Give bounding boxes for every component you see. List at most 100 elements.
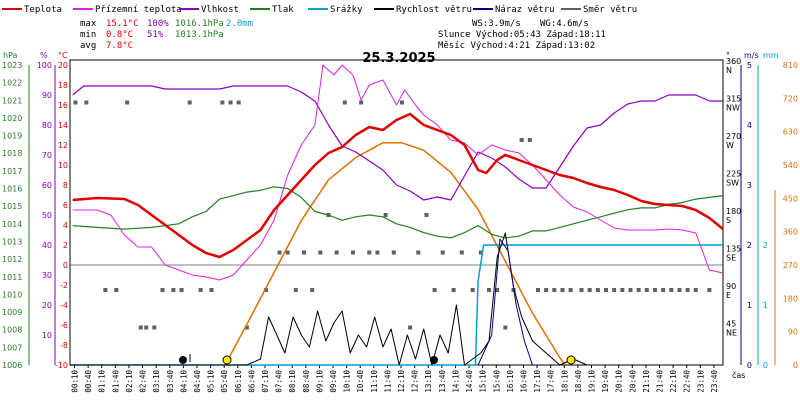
y-tick-pct: 30 [42, 271, 52, 280]
wind-dir-point [470, 288, 475, 292]
moonrise-icon [179, 356, 187, 364]
y-tick-pct: 70 [42, 151, 52, 160]
y-tick-solar: 720 [783, 94, 798, 103]
wind-dir-point [310, 288, 315, 292]
legend-label-wind: Rychlost větru [396, 5, 472, 15]
y-tick-dir-deg: 45 [726, 320, 736, 329]
x-tick-label: 04:40 [193, 370, 202, 393]
stats-min-press: 1013.1hPa [175, 30, 224, 40]
x-tick-label: 07:10 [261, 370, 270, 393]
y-tick-hpa: 1015 [2, 202, 22, 211]
y-tick-hpa: 1022 [2, 79, 22, 88]
wind-dir-point [440, 250, 445, 255]
wind-dir-point [160, 288, 165, 292]
y-tick-hpa: 1012 [2, 255, 22, 264]
x-tick-label: 00:10 [71, 370, 80, 393]
wind-dir-point [198, 288, 203, 292]
wind-dir-point [459, 250, 464, 255]
wind-dir-point [579, 288, 584, 292]
wind-dir-point [595, 288, 600, 292]
y-tick-solar: 360 [783, 228, 798, 237]
wind-dir-point [644, 288, 649, 292]
y-tick-dir-deg: 135 [726, 245, 741, 254]
y-tick-pct: 60 [42, 181, 52, 190]
wind-dir-point [677, 288, 682, 292]
y-tick-solar: 180 [783, 294, 798, 303]
x-tick-label: 05:10 [207, 370, 216, 393]
y-tick-pct: 50 [42, 211, 52, 220]
y-tick-hpa: 1007 [2, 343, 22, 352]
unit-mm: mm [763, 51, 779, 60]
y-tick-hpa: 1010 [2, 290, 22, 299]
x-tick-label: 21:10 [642, 370, 651, 393]
wind-dir-point [220, 100, 225, 105]
legend: Teplota Přízemní teplota Vlhkost Tlak Sr… [2, 5, 637, 15]
wind-dir-point [350, 250, 355, 255]
wind-dir-point [503, 325, 508, 330]
wind-dir-point [318, 250, 323, 255]
x-tick-label: 19:10 [587, 370, 596, 393]
y-tick-hpa: 1008 [2, 326, 22, 335]
x-tick-label: 23:10 [696, 370, 705, 393]
info-ws: WS:3.9m/s [472, 19, 521, 29]
wind-dir-point [171, 288, 176, 292]
x-tick-label: 12:10 [397, 370, 406, 393]
legend-label-feels: Přízemní teplota [95, 5, 182, 15]
x-tick-label: 17:10 [533, 370, 542, 393]
right-axes: 45NE90E135SE180S225SW270W315NW360N012345… [726, 57, 798, 370]
y-tick-pct: 100 [37, 61, 52, 70]
wind-dir-point [334, 250, 339, 255]
stats-min-hum: 51% [147, 30, 164, 40]
wind-dir-point [604, 288, 609, 292]
wind-dir-point [424, 213, 429, 217]
wind-dir-point [187, 100, 192, 105]
y-tick-ms: 0 [747, 361, 752, 370]
stats-max-temp: 15.1°C [106, 19, 139, 29]
wind-dir-point [263, 288, 268, 292]
stats-avg-label: avg [80, 41, 96, 51]
y-tick-ms: 1 [747, 301, 752, 310]
series-line-solar [224, 142, 566, 366]
wind-dir-point [138, 325, 143, 330]
wind-dir-point [478, 250, 483, 255]
wind-dir-point [152, 325, 157, 330]
legend-label-gust: Náraz větru [495, 5, 555, 15]
y-tick-pct: 10 [42, 331, 52, 340]
x-tick-label: 01:40 [111, 370, 120, 393]
wind-dir-point [568, 288, 573, 292]
y-tick-hpa: 1006 [2, 361, 22, 370]
wind-direction-layer [73, 100, 712, 330]
y-tick-pct: 40 [42, 241, 52, 250]
x-tick-label: 10:40 [356, 370, 365, 393]
y-tick-c: 14 [58, 121, 68, 130]
legend-label-dir: Směr větru [583, 5, 637, 15]
series-line-pressure [72, 186, 724, 239]
y-tick-c: 12 [58, 141, 68, 150]
legend-label-pressure: Tlak [272, 5, 294, 15]
y-tick-c: -4 [60, 301, 68, 310]
wind-dir-point [375, 250, 380, 255]
wind-dir-point [103, 288, 108, 292]
stats-max-hum: 100% [147, 19, 169, 29]
y-tick-mm: 2 [763, 241, 768, 250]
y-tick-ms: 4 [747, 121, 752, 130]
x-tick-label: 02:40 [139, 370, 148, 393]
y-tick-c: 20 [58, 61, 68, 70]
y-tick-dir-name: E [726, 291, 731, 300]
y-tick-dir-name: S [726, 216, 731, 225]
series-line-wind [70, 232, 723, 366]
x-tick-label: 11:40 [383, 370, 392, 393]
y-tick-hpa: 1011 [2, 273, 22, 282]
x-tick-label: 07:40 [275, 370, 284, 393]
wind-dir-point [342, 100, 347, 105]
y-tick-ms: 3 [747, 181, 752, 190]
wind-dir-point [652, 288, 657, 292]
y-tick-solar: 270 [783, 261, 798, 270]
x-tick-label: 22:40 [683, 370, 692, 393]
wind-dir-point [693, 288, 698, 292]
y-tick-hpa: 1020 [2, 114, 22, 123]
stats-max-precip: 2.0mm [226, 19, 253, 29]
y-tick-hpa: 1013 [2, 237, 22, 246]
wind-dir-point [535, 288, 540, 292]
x-tick-label: 18:40 [574, 370, 583, 393]
